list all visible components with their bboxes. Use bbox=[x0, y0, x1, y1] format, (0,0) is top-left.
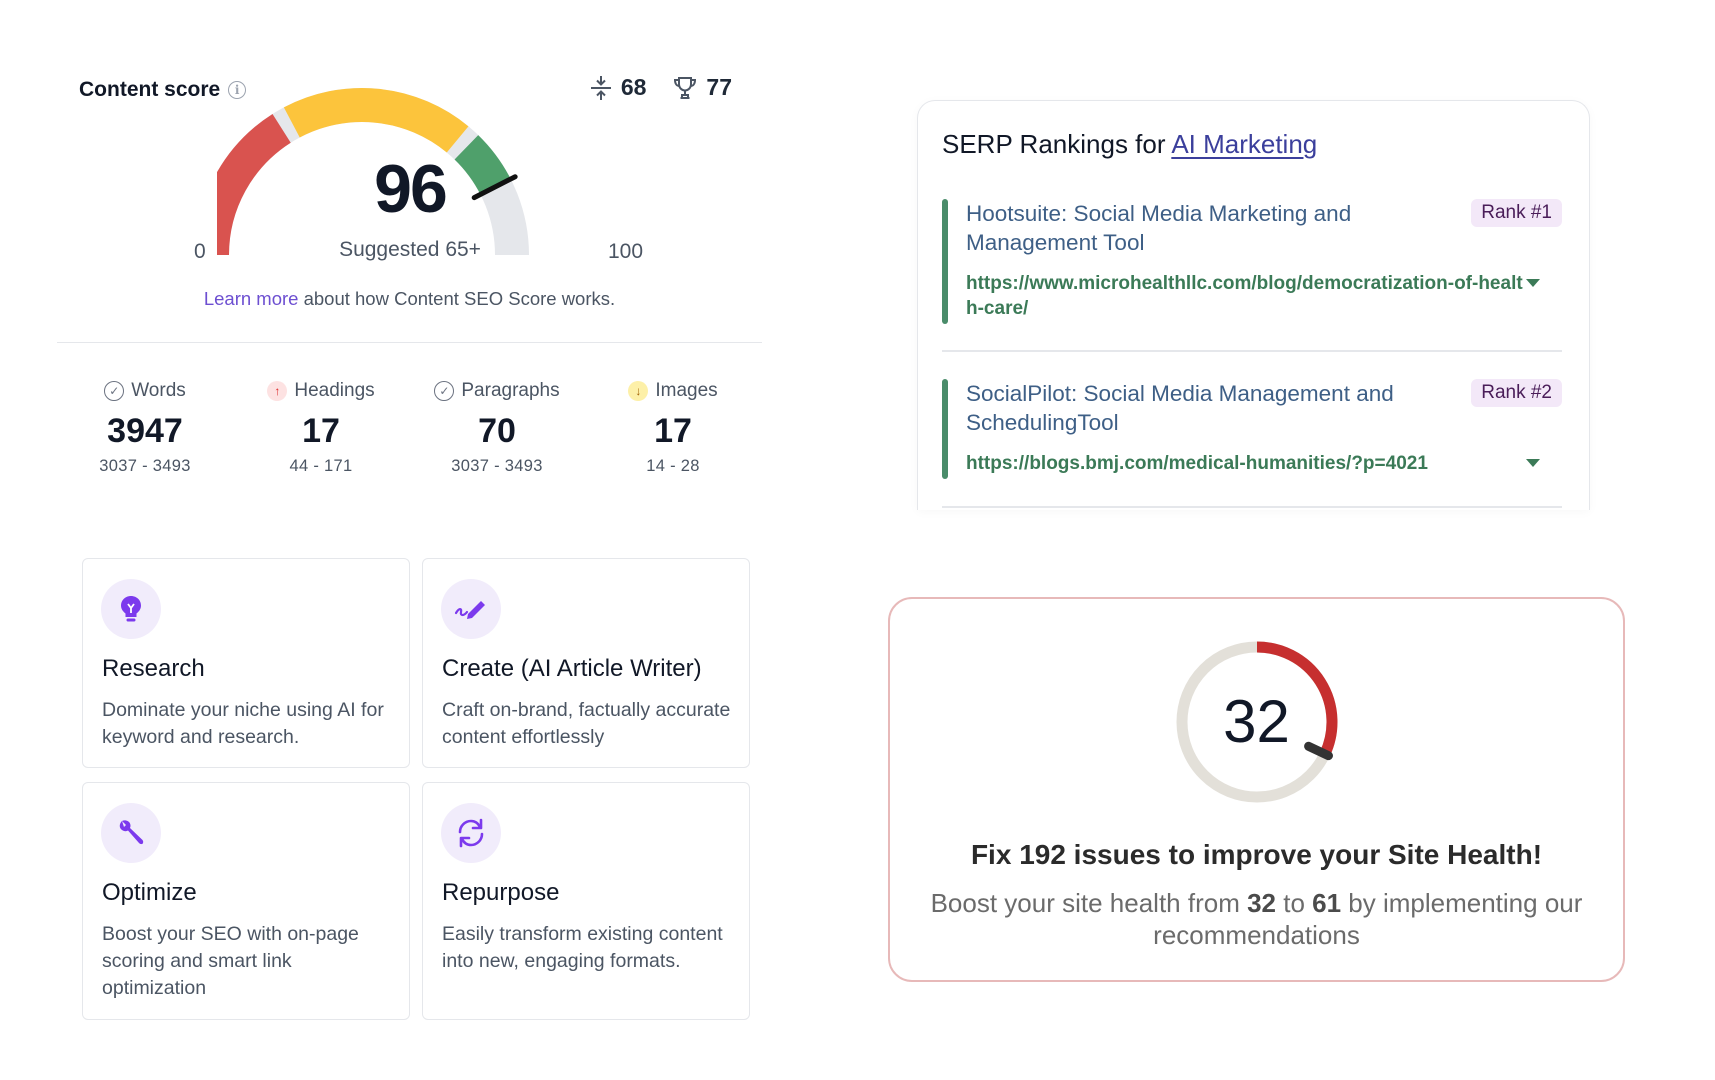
serp-result: Hootsuite: Social Media Marketing and Ma… bbox=[942, 199, 1562, 324]
score-stats: 68 77 bbox=[589, 74, 732, 101]
metric-label: Paragraphs bbox=[461, 380, 560, 401]
refresh-icon bbox=[441, 803, 501, 863]
rank-badge: Rank #2 bbox=[1471, 379, 1562, 407]
feature-title: Research bbox=[102, 655, 205, 682]
feature-title: Optimize bbox=[102, 879, 197, 906]
learn-more-link[interactable]: Learn more bbox=[203, 288, 299, 309]
feature-description: Easily transform existing content into n… bbox=[442, 923, 723, 972]
gauge-min-label: 0 bbox=[194, 240, 206, 263]
metric-range: 44 - 171 bbox=[289, 457, 353, 475]
metric-label: Words bbox=[131, 380, 186, 401]
metric-value: 17 bbox=[654, 412, 692, 450]
site-health-description: Boost your site health from 32 to 61 by … bbox=[930, 887, 1583, 951]
check-circle-icon: ✓ bbox=[104, 381, 125, 401]
serp-keyword-link[interactable]: AI Marketing bbox=[1171, 129, 1318, 159]
pen-icon bbox=[441, 579, 501, 639]
metric-images: ↓ Images 17 14 - 28 bbox=[585, 380, 761, 476]
content-score-title-text: Content score bbox=[79, 78, 221, 101]
gauge-segment-red bbox=[217, 114, 292, 256]
metric-label: Images bbox=[655, 380, 718, 401]
metric-value: 3947 bbox=[107, 412, 183, 450]
trophy-icon bbox=[674, 76, 697, 99]
serp-result-url[interactable]: https://blogs.bmj.com/medical-humanities… bbox=[966, 453, 1428, 474]
feature-card-create[interactable]: Create (AI Article Writer) Craft on-bran… bbox=[422, 558, 750, 768]
compress-arrows-icon bbox=[590, 75, 611, 100]
desc-mid: to bbox=[1276, 888, 1313, 918]
serp-result-url[interactable]: https://www.microhealthllc.com/blog/demo… bbox=[966, 273, 1523, 319]
feature-description: Boost your SEO with on-page scoring and … bbox=[102, 923, 359, 999]
serp-rankings-card: SERP Rankings for AI Marketing Hootsuite… bbox=[917, 100, 1590, 510]
serp-result: SocialPilot: Social Media Management and… bbox=[942, 379, 1562, 479]
gauge-needle bbox=[471, 174, 518, 201]
metric-paragraphs: ✓ Paragraphs 70 3037 - 3493 bbox=[409, 380, 585, 476]
site-health-gauge bbox=[1176, 641, 1338, 803]
chevron-down-icon[interactable] bbox=[1526, 279, 1540, 287]
serp-title-prefix: SERP Rankings for bbox=[942, 129, 1172, 159]
competitor-average-value: 68 bbox=[620, 74, 647, 100]
metric-range: 3037 - 3493 bbox=[99, 457, 191, 475]
serp-title: SERP Rankings for AI Marketing bbox=[942, 129, 1317, 160]
desc-prefix: Boost your site health from bbox=[930, 888, 1248, 918]
gauge-max-label: 100 bbox=[608, 240, 644, 263]
desc-suffix: by implementing our recommendations bbox=[1153, 888, 1583, 950]
health-from-value: 32 bbox=[1247, 888, 1276, 918]
learn-more-suffix: about how Content SEO Score works. bbox=[298, 288, 616, 309]
feature-card-research[interactable]: Research Dominate your niche using AI fo… bbox=[82, 558, 410, 768]
chevron-down-icon[interactable] bbox=[1526, 459, 1540, 467]
content-score-panel: Content score i 68 77 96 Suggested 65+ 0… bbox=[57, 50, 762, 510]
health-gauge-arc bbox=[1256, 641, 1338, 757]
wrench-icon bbox=[101, 803, 161, 863]
learn-more-text: Learn more about how Content SEO Score w… bbox=[57, 288, 762, 310]
serp-result-bar bbox=[942, 379, 948, 479]
metric-value: 17 bbox=[302, 412, 340, 450]
check-circle-icon: ✓ bbox=[434, 381, 455, 401]
feature-title: Create (AI Article Writer) bbox=[442, 655, 702, 682]
competitor-average-stat: 68 bbox=[589, 74, 647, 101]
rank-badge: Rank #1 bbox=[1471, 199, 1562, 227]
health-gauge-knob bbox=[1304, 741, 1333, 761]
metric-label: Headings bbox=[294, 380, 375, 401]
serp-separator bbox=[942, 506, 1562, 508]
arrow-down-icon: ↓ bbox=[628, 381, 649, 401]
metric-range: 14 - 28 bbox=[646, 457, 700, 475]
top-score-stat: 77 bbox=[672, 74, 732, 101]
content-score-gauge bbox=[217, 88, 529, 256]
feature-description: Craft on-brand, factually accurate conte… bbox=[442, 699, 731, 748]
health-to-value: 61 bbox=[1312, 888, 1342, 918]
content-score-value: 96 bbox=[374, 151, 448, 227]
suggested-score-label: Suggested 65+ bbox=[339, 238, 481, 261]
info-icon[interactable]: i bbox=[228, 81, 247, 99]
metric-words: ✓ Words 3947 3037 - 3493 bbox=[57, 380, 233, 476]
metric-headings: ↑ Headings 17 44 - 171 bbox=[233, 380, 409, 476]
site-health-card: 32 Fix 192 issues to improve your Site H… bbox=[888, 597, 1625, 982]
content-metrics: ✓ Words 3947 3037 - 3493 ↑ Headings 17 4… bbox=[57, 380, 762, 476]
feature-description: Dominate your niche using AI for keyword… bbox=[102, 699, 384, 748]
site-health-score: 32 bbox=[1223, 688, 1290, 755]
metric-value: 70 bbox=[478, 412, 516, 450]
serp-separator bbox=[942, 350, 1562, 352]
serp-result-title[interactable]: Hootsuite: Social Media Marketing and Ma… bbox=[966, 201, 1352, 255]
metric-range: 3037 - 3493 bbox=[451, 457, 543, 475]
site-health-title: Fix 192 issues to improve your Site Heal… bbox=[970, 839, 1543, 870]
content-score-title: Content score i bbox=[79, 78, 247, 102]
feature-card-optimize[interactable]: Optimize Boost your SEO with on-page sco… bbox=[82, 782, 410, 1020]
feature-card-repurpose[interactable]: Repurpose Easily transform existing cont… bbox=[422, 782, 750, 1020]
top-score-value: 77 bbox=[706, 74, 732, 100]
lightbulb-icon bbox=[101, 579, 161, 639]
score-divider bbox=[57, 342, 762, 343]
serp-result-title[interactable]: SocialPilot: Social Media Management and… bbox=[966, 381, 1394, 435]
arrow-up-icon: ↑ bbox=[267, 381, 288, 401]
serp-result-bar bbox=[942, 199, 948, 324]
feature-title: Repurpose bbox=[442, 879, 560, 906]
gauge-segment-yellow bbox=[283, 88, 469, 153]
